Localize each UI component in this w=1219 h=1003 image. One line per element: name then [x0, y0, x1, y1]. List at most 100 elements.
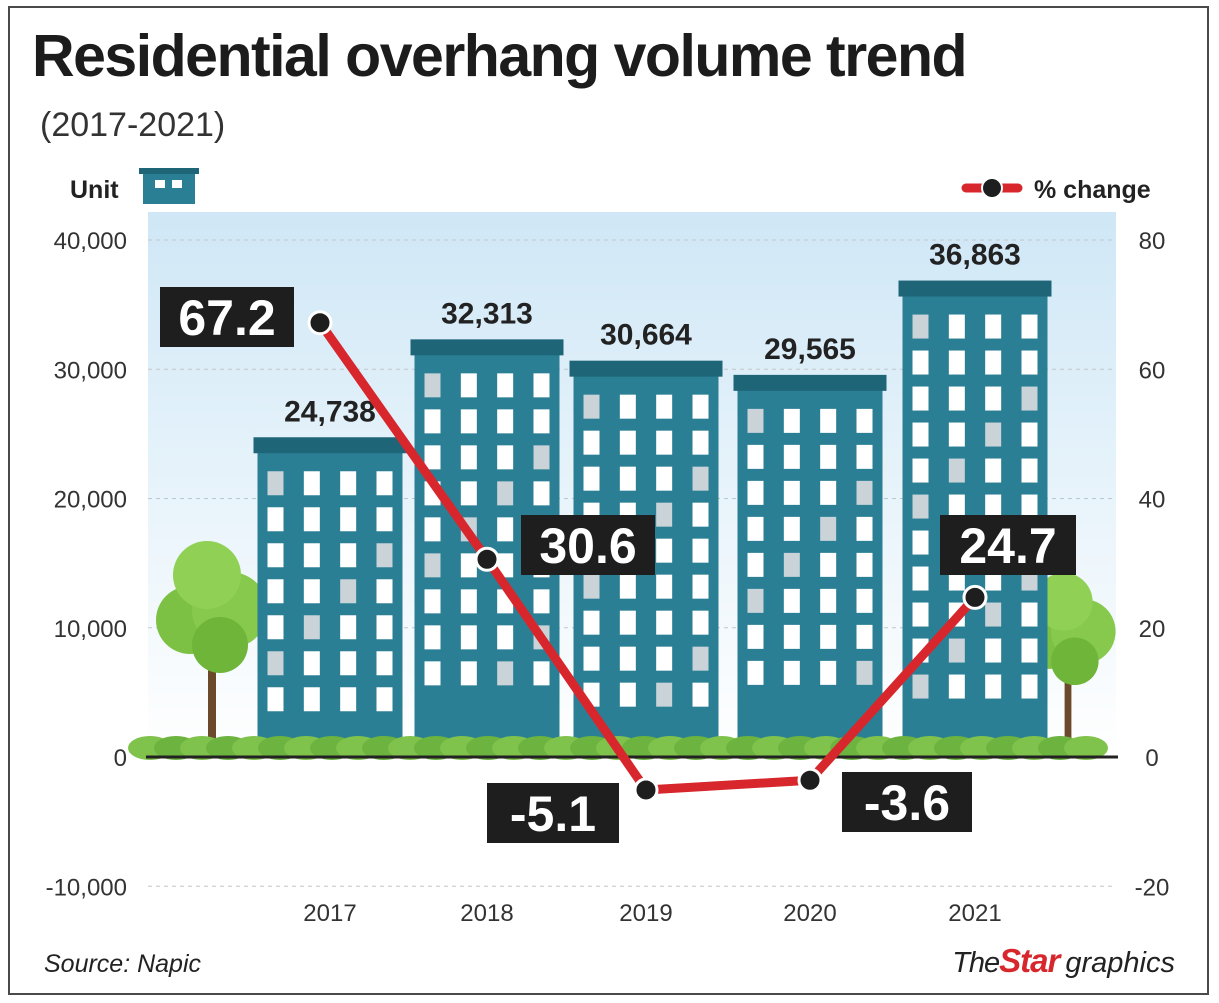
building-window — [912, 458, 929, 483]
building-window — [912, 350, 929, 375]
building-window — [656, 646, 673, 671]
building-window — [583, 610, 600, 635]
building-window — [948, 458, 965, 483]
line-point — [797, 767, 823, 793]
bar-value-label: 30,664 — [600, 319, 692, 352]
bar-value-label: 36,863 — [929, 239, 1021, 272]
building-window — [340, 579, 357, 604]
building-window — [1021, 602, 1038, 627]
building-window — [1021, 458, 1038, 483]
building-window — [912, 530, 929, 555]
building-window — [583, 574, 600, 599]
building-window — [656, 538, 673, 563]
building-window — [1021, 314, 1038, 339]
building-window — [856, 516, 873, 541]
building-window — [912, 494, 929, 519]
source-note: Source: Napic — [44, 950, 202, 978]
line-point — [307, 310, 333, 336]
x-axis-category-label: 2018 — [460, 900, 513, 927]
line-value-label-text: 67.2 — [178, 290, 275, 346]
x-axis-category-label: 2017 — [303, 900, 356, 927]
line-value-label: -5.1 — [487, 783, 619, 843]
bar-value-label: 24,738 — [284, 395, 376, 428]
building-window — [948, 350, 965, 375]
line-value-label: 67.2 — [160, 287, 294, 347]
building-window — [747, 624, 764, 649]
line-value-label-box — [842, 772, 972, 832]
left-axis-tick-label: 0 — [114, 745, 127, 772]
building-window — [1021, 638, 1038, 663]
line-value-label: 30.6 — [521, 515, 655, 575]
building-window — [267, 507, 284, 532]
building-window — [460, 373, 477, 398]
building-legend-icon — [139, 168, 199, 204]
legend-point-icon — [981, 177, 1003, 199]
building-window — [985, 638, 1002, 663]
building-roof — [733, 374, 887, 391]
line-point — [474, 546, 500, 572]
line-value-label-box — [521, 515, 655, 575]
building-window — [656, 466, 673, 491]
building-window — [376, 471, 393, 496]
building-window — [424, 661, 441, 686]
building-window — [948, 674, 965, 699]
building-bar: 29,565 — [733, 333, 887, 757]
building-window — [267, 471, 284, 496]
tree-trunk — [1064, 661, 1072, 742]
building-window — [1021, 350, 1038, 375]
line-value-label-box — [487, 783, 619, 843]
credit-the: The — [952, 947, 1000, 979]
line-value-label-box — [940, 515, 1076, 575]
building-roof — [410, 339, 564, 356]
building-window — [340, 687, 357, 712]
x-axis-category-label: 2021 — [948, 900, 1001, 927]
building-window — [619, 682, 636, 707]
building-window — [619, 466, 636, 491]
building-roof — [253, 437, 407, 454]
right-axis-tick-label: 20 — [1139, 616, 1166, 643]
building-window — [533, 661, 550, 686]
building-window — [985, 602, 1002, 627]
building-window — [656, 394, 673, 419]
building-window — [497, 625, 514, 650]
building-window — [424, 589, 441, 614]
building-window — [747, 480, 764, 505]
building-window — [619, 430, 636, 455]
building-window — [692, 538, 709, 563]
building-window — [303, 507, 320, 532]
bar-value-label: 29,565 — [764, 333, 856, 366]
grass-tuft — [1064, 736, 1108, 760]
building-window — [497, 445, 514, 470]
building-window — [424, 409, 441, 434]
building-window — [533, 445, 550, 470]
building-window — [340, 651, 357, 676]
tree-trunk — [208, 645, 216, 740]
building-window — [460, 661, 477, 686]
line-value-label-box — [160, 287, 294, 347]
building-window — [340, 543, 357, 568]
building-window — [747, 516, 764, 541]
left-axis-tick-label: 10,000 — [54, 616, 127, 643]
building-bar: 24,738 — [253, 395, 407, 757]
building-window — [533, 373, 550, 398]
building-window — [948, 638, 965, 663]
building-window — [460, 445, 477, 470]
left-axis-tick-label: -10,000 — [46, 874, 127, 901]
building-window — [424, 625, 441, 650]
building-legend-icon-roof — [139, 168, 199, 174]
tree-foliage — [192, 617, 248, 673]
building-window — [303, 579, 320, 604]
building-window — [856, 444, 873, 469]
building-window — [783, 516, 800, 541]
building-window — [303, 543, 320, 568]
line-value-label-text: -3.6 — [864, 775, 950, 831]
building-window — [912, 386, 929, 411]
right-axis-tick-label: 0 — [1145, 745, 1158, 772]
building-window — [533, 589, 550, 614]
building-window — [656, 682, 673, 707]
building-window — [460, 589, 477, 614]
building-window — [820, 444, 837, 469]
building-window — [692, 574, 709, 599]
building-window — [747, 660, 764, 685]
